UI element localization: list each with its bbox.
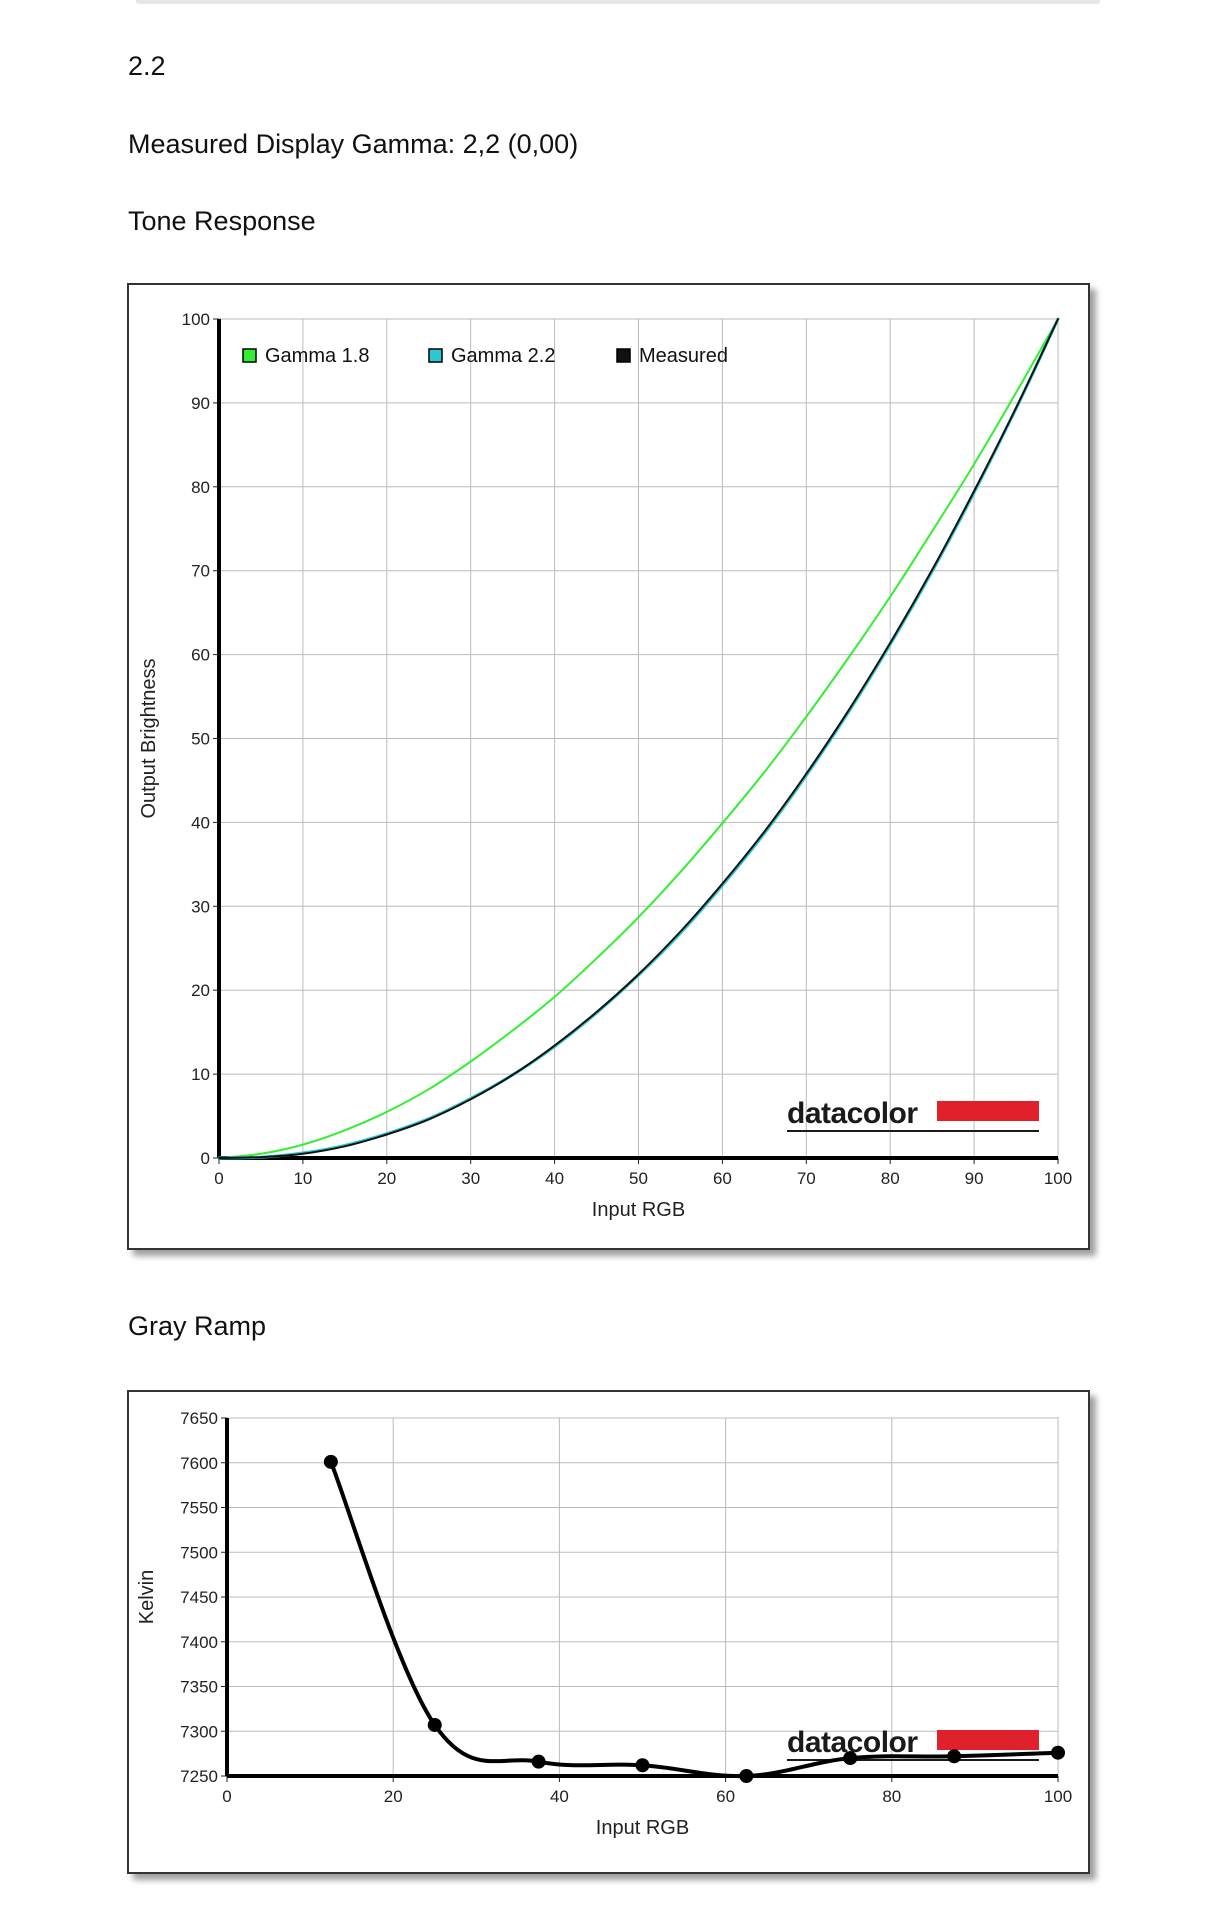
- data-point: [739, 1769, 754, 1783]
- x-tick-label: 80: [882, 1787, 901, 1806]
- y-tick-label: 40: [191, 813, 210, 832]
- legend-swatch: [616, 348, 631, 363]
- gray-ramp-chart-panel: 0 20 40 60 80 100 7250 7300 7350 7400 7450 7500 7550…: [127, 1390, 1090, 1874]
- gray-ramp-chart: 0 20 40 60 80 100 7250 7300 7350 7400 7450 7500 7550…: [136, 1409, 1072, 1839]
- series-line-measured: [218, 318, 1059, 1159]
- x-tick-label: 60: [713, 1169, 732, 1188]
- y-tick-label: 100: [182, 310, 210, 329]
- y-tick-label: 7350: [180, 1678, 218, 1697]
- x-axis-label: Input RGB: [592, 1199, 685, 1221]
- y-tick-label: 7600: [180, 1454, 218, 1473]
- y-axis-label: Output Brightness: [138, 658, 160, 818]
- x-tick-label: 100: [1044, 1169, 1072, 1188]
- tone-response-chart: 0 10 20 30 40 50 60 70 80 90 100 0 10 20 30 40 50 60 70 80 9…: [138, 310, 1072, 1221]
- x-tick-label: 100: [1044, 1787, 1072, 1806]
- data-point: [635, 1758, 650, 1773]
- y-tick-label: 7650: [180, 1409, 218, 1428]
- x-axis-label: Input RGB: [596, 1817, 689, 1839]
- series-line-gamma-1-8: [218, 318, 1059, 1159]
- y-tick-label: 7450: [180, 1588, 218, 1607]
- data-point: [947, 1749, 962, 1764]
- y-tick-label: 0: [201, 1149, 210, 1168]
- data-point: [843, 1751, 858, 1766]
- legend-label: Gamma 1.8: [265, 345, 369, 367]
- y-tick-label: 80: [191, 478, 210, 497]
- y-tick-label: 60: [191, 646, 210, 665]
- series-line-kelvin: [328, 1459, 1060, 1779]
- x-tick-label: 80: [881, 1169, 900, 1188]
- x-tick-label: 60: [716, 1787, 735, 1806]
- y-tick-label: 7400: [180, 1633, 218, 1652]
- y-tick-label: 50: [191, 730, 210, 749]
- x-tick-label: 40: [550, 1787, 569, 1806]
- legend-label: Measured: [639, 345, 728, 367]
- legend-label: Gamma 2.2: [451, 345, 555, 367]
- y-tick-label: 7300: [180, 1722, 218, 1741]
- y-tick-label: 7500: [180, 1543, 218, 1562]
- x-tick-label: 50: [629, 1169, 648, 1188]
- top-divider: [136, 0, 1100, 4]
- data-point: [1051, 1745, 1065, 1760]
- datacolor-logo-text: datacolor: [787, 1097, 918, 1130]
- measured-gamma-text: Measured Display Gamma: 2,2 (0,00): [128, 129, 579, 159]
- gray-ramp-heading: Gray Ramp: [128, 1311, 267, 1341]
- y-tick-label: 30: [191, 897, 210, 916]
- legend-swatch: [242, 348, 257, 363]
- x-tick-label: 20: [377, 1169, 396, 1188]
- tone-response-chart-panel: 0 10 20 30 40 50 60 70 80 90 100 0 10 20 30 40 50 60 70 80 9…: [127, 283, 1090, 1250]
- datacolor-logo-bar: [937, 1101, 1039, 1121]
- x-tick-label: 10: [293, 1169, 312, 1188]
- x-tick-label: 70: [797, 1169, 816, 1188]
- data-point: [427, 1717, 442, 1732]
- x-tick-label: 40: [545, 1169, 564, 1188]
- y-tick-label: 90: [191, 394, 210, 413]
- x-tick-label: 20: [384, 1787, 403, 1806]
- tone-response-heading: Tone Response: [128, 206, 316, 236]
- y-axis-label: Kelvin: [136, 1570, 158, 1624]
- datacolor-logo-bar: [937, 1730, 1039, 1750]
- y-tick-label: 20: [191, 981, 210, 1000]
- y-tick-label: 70: [191, 562, 210, 581]
- x-tick-label: 30: [461, 1169, 480, 1188]
- x-tick-label: 0: [214, 1169, 223, 1188]
- data-point: [323, 1454, 338, 1469]
- x-tick-label: 0: [222, 1787, 231, 1806]
- y-tick-label: 7550: [180, 1499, 218, 1518]
- data-point: [531, 1754, 546, 1769]
- y-tick-label: 10: [191, 1065, 210, 1084]
- x-tick-label: 90: [965, 1169, 984, 1188]
- legend-swatch: [428, 348, 443, 363]
- gamma-value: 2.2: [128, 51, 166, 81]
- y-tick-label: 7250: [180, 1767, 218, 1786]
